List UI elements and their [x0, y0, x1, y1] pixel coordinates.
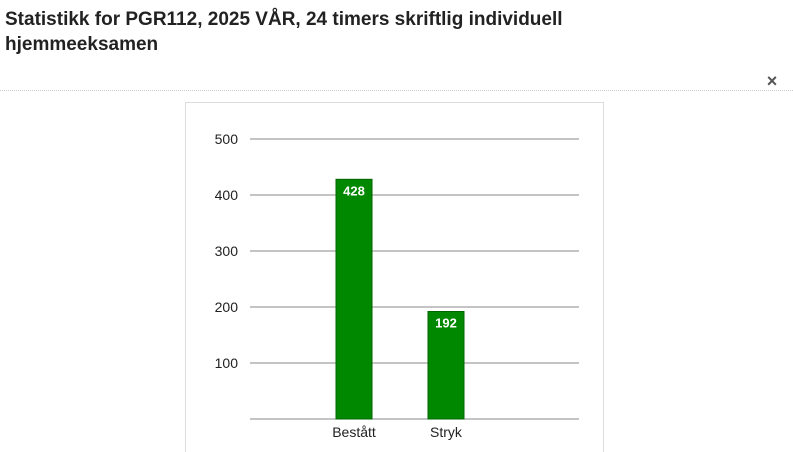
- y-tick-label: 300: [215, 243, 239, 259]
- bar-data-label: 428: [343, 183, 365, 198]
- bar: [427, 310, 465, 420]
- x-category-label: Bestått: [332, 424, 376, 440]
- y-tick-label: 400: [215, 187, 239, 203]
- chart-panel: 100 200 300 400 500 428 Bestått 192 Stryk: [185, 102, 604, 452]
- y-tick-label: 100: [215, 355, 239, 371]
- y-tick-label: 200: [215, 299, 239, 315]
- bar: [335, 178, 373, 420]
- y-tick-label: 500: [215, 131, 239, 147]
- divider: [0, 90, 793, 91]
- bar-chart: 100 200 300 400 500 428 Bestått 192 Stryk: [215, 131, 579, 440]
- close-icon[interactable]: ×: [766, 71, 778, 91]
- bar-data-label: 192: [435, 315, 457, 330]
- x-category-label: Stryk: [430, 424, 463, 440]
- dialog-title: Statistikk for PGR112, 2025 VÅR, 24 time…: [5, 9, 563, 55]
